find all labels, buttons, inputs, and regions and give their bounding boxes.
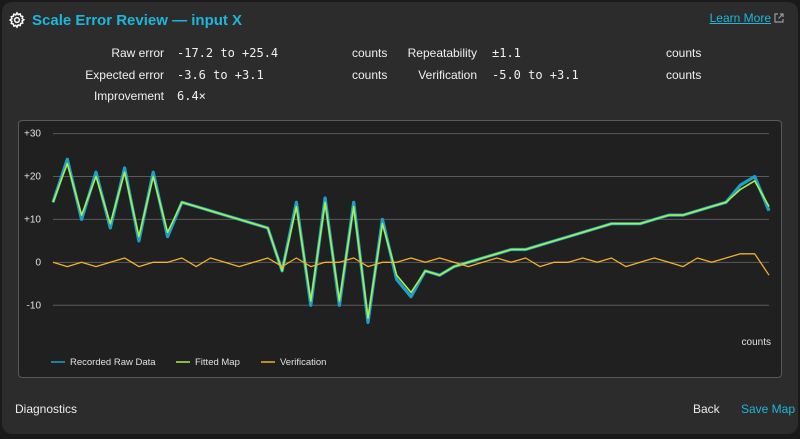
legend-label: Fitted Map	[195, 357, 240, 368]
x-axis-label: counts	[742, 337, 771, 348]
expected-error-value: -3.6 to +3.1	[177, 68, 264, 82]
verification-label: Verification	[418, 68, 477, 82]
dialog-header: Scale Error Review — input X	[8, 10, 242, 30]
diagnostics-button[interactable]: Diagnostics	[15, 402, 78, 416]
scale-error-dialog: Scale Error Review — input X Learn More …	[2, 2, 798, 434]
y-tick-label: 0	[35, 257, 41, 268]
y-tick-label: +30	[24, 129, 41, 140]
error-chart: +30 +20 +10 0 -10 counts Recorded Raw Data Fitt…	[18, 120, 782, 378]
verification-value: -5.0 to +3.1	[492, 68, 579, 82]
external-link-icon[interactable]	[774, 13, 784, 23]
legend-label: Verification	[280, 357, 326, 368]
expected-error-unit: counts	[352, 68, 388, 82]
error-summary: Raw error -17.2 to +25.4 counts Expected…	[2, 2, 798, 112]
series-line-verification	[52, 253, 770, 276]
repeatability-label: Repeatability	[407, 46, 477, 60]
legend-label: Recorded Raw Data	[70, 357, 156, 368]
save-map-button[interactable]: Save Map	[741, 402, 796, 416]
raw-error-label: Raw error	[111, 46, 164, 60]
back-button[interactable]: Back	[693, 402, 720, 416]
raw-error-unit: counts	[352, 46, 388, 60]
gear-icon[interactable]	[8, 11, 26, 29]
repeatability-unit: counts	[666, 46, 702, 60]
learn-more-link[interactable]: Learn More	[709, 11, 771, 25]
y-tick-label: +20	[24, 172, 41, 183]
raw-error-value: -17.2 to +25.4	[177, 46, 279, 60]
improvement-label: Improvement	[93, 89, 164, 103]
repeatability-value: ±1.1	[492, 46, 521, 60]
series-line-raw	[51, 157, 771, 324]
series-line-fitted	[52, 162, 770, 319]
verification-unit: counts	[666, 68, 702, 82]
y-tick-label: +10	[24, 214, 41, 225]
error-chart-svg: +30 +20 +10 0 -10 counts Recorded Raw Data Fitt…	[24, 129, 771, 368]
dialog-title: Scale Error Review — input X	[32, 11, 243, 29]
y-tick-label: -10	[27, 300, 42, 311]
expected-error-label: Expected error	[85, 68, 164, 82]
improvement-value: 6.4×	[177, 89, 206, 103]
